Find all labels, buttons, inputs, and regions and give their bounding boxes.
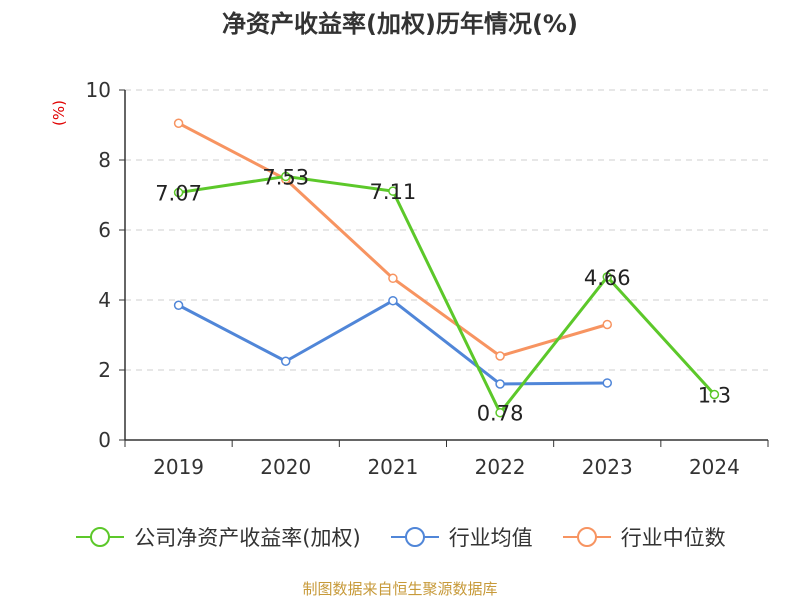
data-label: 7.53 <box>262 165 309 189</box>
x-tick-label: 2021 <box>367 455 418 479</box>
axis-layer: 0 2 4 6 8 10 2019 2020 2021 2022 2023 2024 <box>86 78 769 479</box>
data-point-1 <box>173 300 184 310</box>
legend-marker-icon <box>390 527 439 547</box>
data-label-layer: 7.07 7.53 7.11 0.78 4.66 1.3 <box>155 165 731 425</box>
data-point-1 <box>388 295 398 306</box>
y-axis-unit-label: (%) <box>50 100 68 126</box>
series-line-0 <box>178 174 716 415</box>
x-tick-label: 2020 <box>260 455 311 479</box>
data-point-0 <box>602 272 612 282</box>
y-tick-label: 0 <box>98 428 111 452</box>
data-point-1 <box>281 356 291 366</box>
y-tick-label: 10 <box>86 78 111 102</box>
data-point-1 <box>495 379 505 389</box>
legend-label: 行业均值 <box>448 526 533 550</box>
legend-label: 行业中位数 <box>620 526 726 550</box>
data-point-0 <box>388 186 398 196</box>
y-tick-label: 8 <box>98 148 111 172</box>
legend: 公司净资产收益率(加权) 行业均值 行业中位数 <box>0 522 800 552</box>
data-label: 4.66 <box>584 266 631 290</box>
data-label: 0.78 <box>477 402 524 426</box>
legend-item-industry-median[interactable]: 行业中位数 <box>561 522 726 552</box>
y-tick-label: 2 <box>98 358 111 382</box>
data-label: 7.11 <box>370 180 417 204</box>
data-point-2 <box>173 118 184 128</box>
data-point-0 <box>281 171 291 182</box>
data-point-2 <box>388 273 398 284</box>
chart-title: 净资产收益率(加权)历年情况(%) <box>222 10 578 38</box>
series-layer <box>173 118 720 418</box>
legend-item-company-roe[interactable]: 公司净资产收益率(加权) <box>74 522 361 552</box>
legend-item-industry-mean[interactable]: 行业均值 <box>389 522 533 552</box>
data-label: 7.07 <box>155 182 202 206</box>
x-tick-label: 2022 <box>475 455 526 479</box>
series-line-2 <box>177 121 608 358</box>
legend-label: 公司净资产收益率(加权) <box>134 526 361 550</box>
data-point-0 <box>173 187 184 198</box>
footer-source: 制图数据来自恒生聚源数据库 <box>302 580 498 598</box>
y-tick-label: 4 <box>98 288 111 312</box>
legend-marker-icon <box>562 527 611 547</box>
data-label: 1.3 <box>698 384 731 408</box>
x-tick-label: 2023 <box>582 455 633 479</box>
y-tick-label: 6 <box>98 218 111 242</box>
legend-marker-icon <box>76 527 125 547</box>
x-tick-label: 2019 <box>153 455 204 479</box>
data-point-2 <box>495 351 505 361</box>
data-point-0 <box>709 389 720 400</box>
data-point-1 <box>602 378 612 388</box>
data-point-2 <box>602 319 612 330</box>
data-point-0 <box>495 407 505 418</box>
x-tick-label: 2024 <box>689 455 740 479</box>
